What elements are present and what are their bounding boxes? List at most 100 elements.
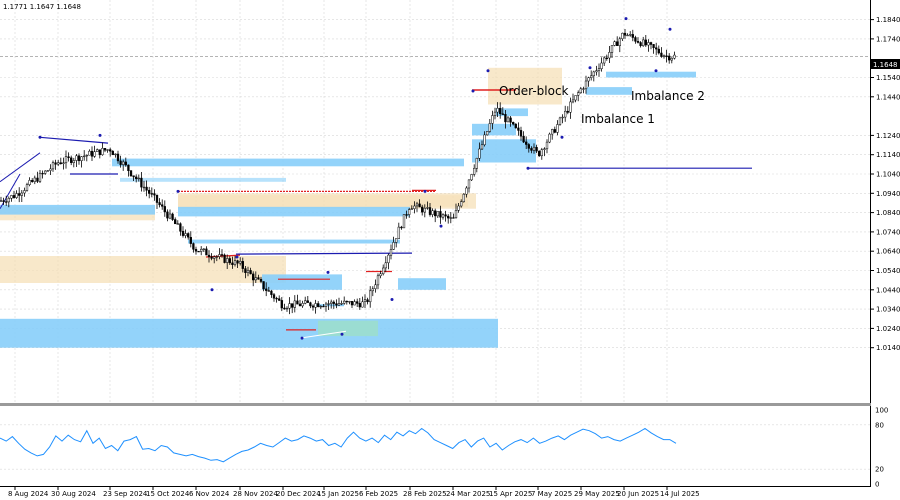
candle-body: [462, 193, 465, 202]
fractal-dot: [390, 298, 394, 301]
candle-body: [543, 148, 546, 150]
candle-body: [291, 303, 294, 308]
price-tick-label: 1.0540: [876, 267, 900, 275]
candle-body: [662, 55, 666, 57]
imbalance-zone: [496, 108, 528, 117]
candle-body: [504, 114, 507, 123]
candle-body: [171, 213, 174, 220]
candle-body: [410, 208, 413, 210]
candle-body: [311, 305, 315, 308]
order-block-zone: [488, 67, 562, 105]
candle-body: [18, 193, 21, 196]
candle-body: [101, 148, 104, 156]
imbalance-1-label: Imbalance 1: [581, 112, 655, 126]
time-tick-label: 14 Jul 2025: [660, 490, 700, 498]
imbalance-zone: [0, 318, 498, 348]
candle-body: [382, 267, 385, 275]
candle-body: [2, 200, 5, 202]
candle-body: [239, 261, 242, 264]
candle-body: [80, 156, 83, 161]
candle-body: [85, 154, 88, 157]
candle-body: [129, 170, 133, 176]
osc-tick-label: 0: [875, 481, 879, 489]
resistance-line: [235, 252, 413, 255]
imbalance-2-label: Imbalance 2: [631, 89, 705, 103]
candle-body: [59, 162, 62, 164]
candle-body: [75, 155, 78, 161]
price-tick-label: 1.0940: [876, 190, 900, 198]
candle-body: [470, 174, 473, 181]
candle-body: [98, 149, 101, 156]
candle-body: [283, 307, 286, 310]
candle-body: [657, 48, 660, 54]
candle-body: [436, 211, 439, 217]
candle-body: [634, 37, 637, 42]
candle-body: [376, 275, 380, 286]
time-tick-label: 6 Nov 2024: [189, 490, 230, 498]
candle-body: [358, 303, 361, 308]
candle-body: [374, 284, 377, 289]
candle-body: [51, 162, 55, 170]
fractal-dot: [340, 332, 344, 336]
candle-body: [665, 55, 668, 57]
candle-body: [649, 42, 653, 45]
fractal-dot: [526, 166, 530, 170]
oscillator-pane[interactable]: [0, 406, 870, 486]
candle-body: [135, 176, 138, 180]
candle-body: [174, 219, 177, 225]
candle-body: [304, 300, 307, 304]
trend-line: [0, 152, 41, 183]
candle-body: [514, 123, 517, 129]
candle-body: [210, 256, 213, 259]
candle-body: [527, 144, 530, 149]
candle-body: [337, 303, 341, 306]
candle-body: [488, 123, 491, 132]
candle-body: [548, 133, 551, 143]
candle-body: [38, 172, 42, 182]
candle-body: [322, 305, 325, 308]
candle-body: [106, 149, 109, 151]
candle-body: [220, 254, 224, 256]
candle-body: [67, 156, 70, 158]
candle-body: [20, 192, 23, 196]
candle-body: [179, 223, 182, 232]
oscillator-layer: [0, 424, 870, 470]
candle-body: [265, 288, 268, 291]
current-price-label: 1.1648: [873, 61, 898, 69]
candle-body: [561, 116, 564, 119]
candle-body: [259, 278, 263, 282]
current-price-marker: 1.1648: [871, 59, 900, 69]
fractal-dot: [486, 69, 490, 73]
candle-body: [418, 203, 421, 208]
candle-body: [519, 130, 523, 137]
candle-body: [96, 149, 99, 152]
candle-body: [613, 41, 616, 46]
fractal-dot: [471, 89, 475, 93]
candle-body: [415, 203, 419, 207]
trend-line: [39, 136, 109, 144]
candle-body: [577, 92, 580, 96]
order-block-label: Order-block: [499, 84, 569, 98]
candle-body: [421, 206, 424, 213]
candle-body: [254, 277, 257, 281]
candle-body: [111, 150, 114, 156]
candle-body: [15, 193, 18, 198]
candle-body: [566, 110, 569, 113]
candle-body: [361, 301, 364, 308]
candle-body: [0, 200, 3, 202]
candle-body: [343, 300, 346, 304]
candle-body: [387, 254, 390, 264]
candle-body: [28, 180, 31, 185]
candle-body: [194, 249, 198, 252]
candle-body: [158, 202, 161, 206]
candle-body: [23, 190, 26, 194]
candle-body: [161, 204, 164, 207]
candle-body: [535, 146, 538, 152]
candle-body: [324, 303, 328, 307]
candle-body: [163, 206, 166, 213]
candle-body: [236, 260, 239, 264]
candle-body: [335, 303, 338, 306]
time-tick-label: 24 Mar 2025: [446, 490, 490, 498]
